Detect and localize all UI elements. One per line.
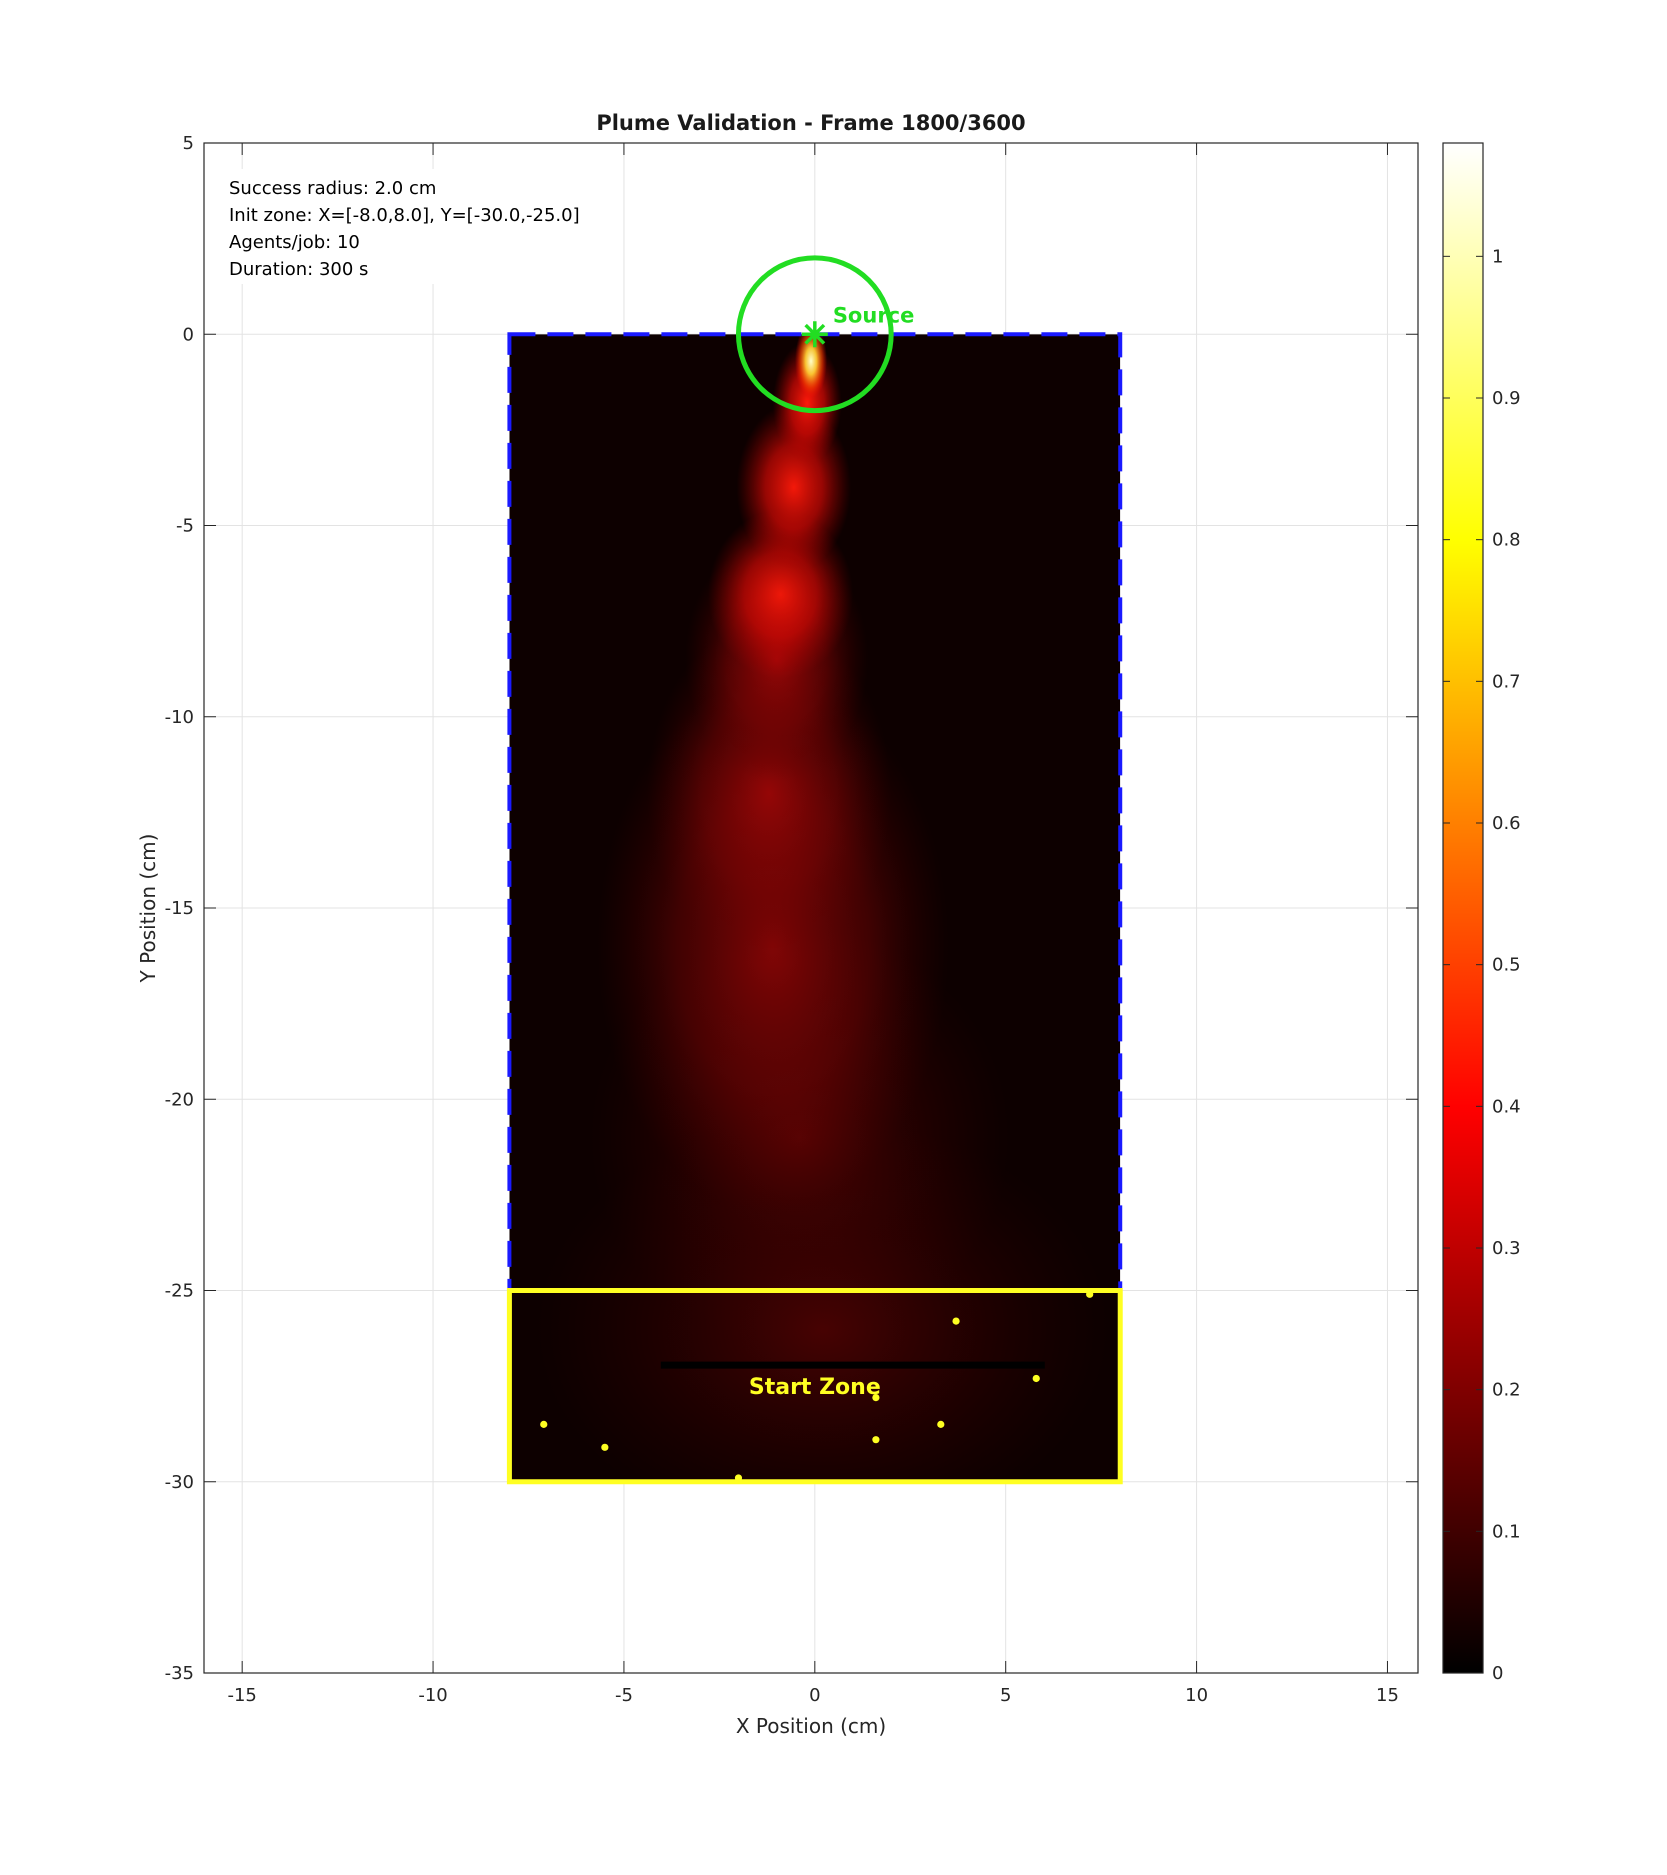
colorbar-tick-label: 0 <box>1492 1663 1503 1684</box>
x-tick-label: -10 <box>418 1685 447 1706</box>
agent-marker <box>872 1436 880 1444</box>
agent-marker <box>872 1394 880 1402</box>
agent-marker <box>540 1420 548 1428</box>
agent-marker <box>1086 1290 1094 1298</box>
colorbar-tick-label: 0.9 <box>1492 388 1521 409</box>
colorbar-tick-label: 0.6 <box>1492 813 1521 834</box>
colorbar-gradient <box>1442 142 1484 1674</box>
info-text: Success radius: 2.0 cm Init zone: X=[-8.0… <box>229 178 580 280</box>
agent-marker <box>734 1474 743 1482</box>
plume-heatmap <box>509 334 1121 1482</box>
colorbar-ticks: 0 0.1 0.2 0.3 0.4 0.5 0.6 0.7 0.8 0.9 1 <box>1443 246 1521 1684</box>
y-axis-label: Y Position (cm) <box>136 834 160 984</box>
source-marker <box>801 321 828 348</box>
x-tick-label: 10 <box>1185 1685 1208 1706</box>
colorbar-tick-label: 0.4 <box>1492 1096 1521 1117</box>
info-line: Agents/job: 10 <box>229 232 360 253</box>
info-line: Duration: 300 s <box>229 259 368 280</box>
info-line: Success radius: 2.0 cm <box>229 178 436 199</box>
agent-marker <box>937 1420 945 1428</box>
colorbar-tick-label: 1 <box>1492 246 1503 267</box>
y-tick-label: -15 <box>165 898 194 919</box>
y-axis-ticks: 5 0 -5 -10 -15 -20 -25 -30 -35 <box>165 133 1418 1684</box>
agent-markers <box>540 1290 1094 1482</box>
plume-blob <box>794 334 828 400</box>
y-tick-label: -20 <box>165 1089 194 1110</box>
colorbar-tick-label: 0.3 <box>1492 1238 1521 1259</box>
info-line: Init zone: X=[-8.0,8.0], Y=[-30.0,-25.0] <box>229 205 580 226</box>
y-tick-label: 5 <box>183 133 194 154</box>
x-axis-ticks: -15 -10 -5 0 5 10 15 <box>227 143 1399 1706</box>
y-tick-label: -35 <box>165 1663 194 1684</box>
colorbar: 0 0.1 0.2 0.3 0.4 0.5 0.6 0.7 0.8 0.9 1 <box>1442 142 1521 1684</box>
info-box <box>222 169 592 284</box>
y-tick-label: -5 <box>176 516 194 537</box>
y-tick-label: -25 <box>165 1281 194 1302</box>
chart-title: Plume Validation - Frame 1800/3600 <box>596 111 1025 135</box>
source-label: Source <box>833 303 915 327</box>
x-axis-label: X Position (cm) <box>736 1714 886 1738</box>
colorbar-tick-label: 0.5 <box>1492 955 1521 976</box>
x-tick-label: 5 <box>1000 1685 1011 1706</box>
source-star-stroke <box>804 323 826 345</box>
start-zone-box <box>506 1288 1123 1485</box>
colorbar-tick-label: 0.1 <box>1492 1521 1521 1542</box>
agent-marker <box>601 1443 609 1451</box>
success-radius-circle <box>735 255 894 414</box>
y-tick-label: -30 <box>165 1472 194 1493</box>
plot-axes: Success radius: 2.0 cm Init zone: X=[-8.0… <box>165 133 1419 1706</box>
start-zone-label: Start Zone <box>749 1375 881 1400</box>
agent-marker <box>952 1317 960 1325</box>
x-tick-label: -5 <box>615 1685 633 1706</box>
y-tick-label: 0 <box>183 324 194 345</box>
colorbar-tick-label: 0.2 <box>1492 1380 1521 1401</box>
x-tick-label: -15 <box>227 1685 256 1706</box>
x-tick-label: 15 <box>1376 1685 1399 1706</box>
y-tick-label: -10 <box>165 707 194 728</box>
colorbar-tick-label: 0.7 <box>1492 671 1521 692</box>
agent-marker <box>1032 1374 1040 1383</box>
x-tick-label: 0 <box>809 1685 820 1706</box>
colorbar-tick-label: 0.8 <box>1492 530 1521 551</box>
